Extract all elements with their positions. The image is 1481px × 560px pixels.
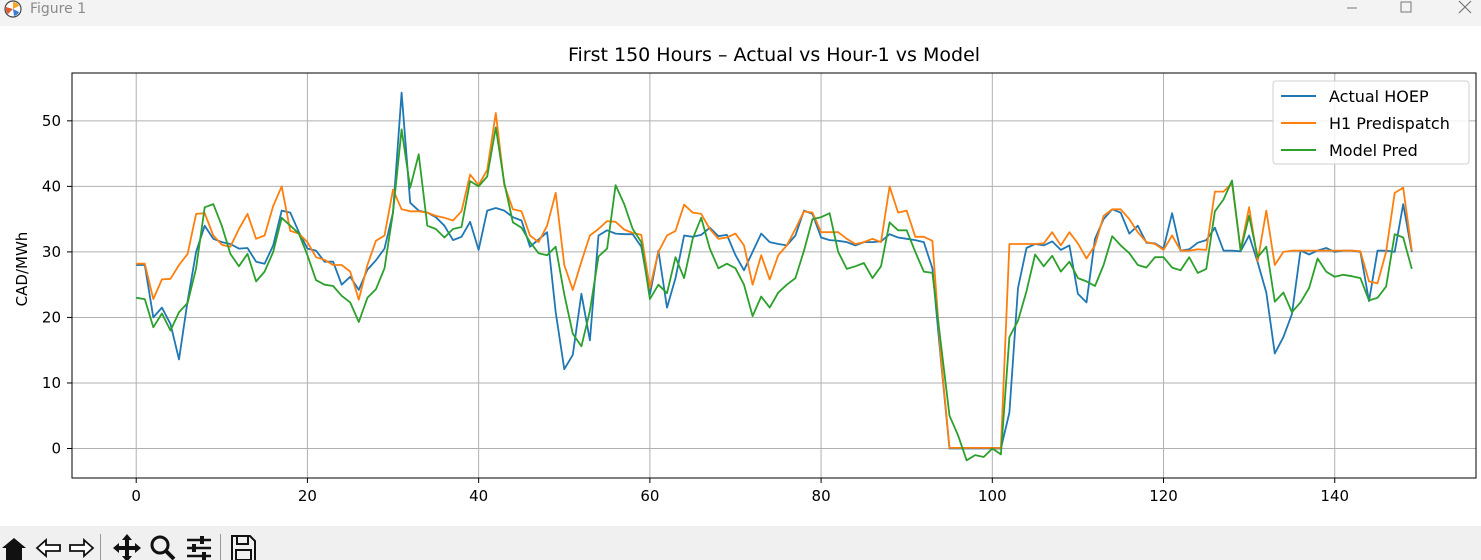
y-axis-label: CAD/MWh <box>13 232 31 307</box>
minimize-button[interactable] <box>1329 0 1375 18</box>
forward-icon[interactable] <box>66 532 96 560</box>
grid <box>72 73 1476 478</box>
window-title: Figure 1 <box>30 1 87 17</box>
save-icon[interactable] <box>228 532 258 560</box>
x-tick-label: 60 <box>640 487 659 505</box>
axes: 0 20 40 60 80 100 120 140 0 10 20 30 40 50 <box>42 72 1477 505</box>
x-tick-label: 80 <box>812 487 831 505</box>
maximize-button[interactable] <box>1383 0 1429 18</box>
legend-label: H1 Predispatch <box>1329 114 1450 133</box>
legend-label: Model Pred <box>1329 141 1418 160</box>
toolbar-separator <box>220 534 221 560</box>
series-lines <box>136 91 1413 462</box>
line-chart: First 150 Hours – Actual vs Hour-1 vs Mo… <box>13 44 1477 505</box>
y-tick-label: 0 <box>51 440 61 458</box>
navigation-toolbar <box>0 526 1481 560</box>
pan-icon[interactable] <box>112 532 142 560</box>
close-button[interactable] <box>1435 0 1481 18</box>
x-tick-label: 100 <box>978 487 1007 505</box>
y-tick-label: 10 <box>42 374 61 392</box>
close-icon <box>1458 0 1472 14</box>
y-tick-label: 30 <box>42 243 61 261</box>
chart-title: First 150 Hours – Actual vs Hour-1 vs Mo… <box>568 44 980 66</box>
toolbar-separator <box>100 534 101 560</box>
back-icon[interactable] <box>34 532 64 560</box>
x-tick-label: 140 <box>1320 487 1349 505</box>
legend: Actual HOEP H1 Predispatch Model Pred <box>1272 80 1470 165</box>
x-tick-label: 20 <box>298 487 317 505</box>
y-tick-label: 40 <box>42 177 61 195</box>
x-tick-label: 120 <box>1149 487 1178 505</box>
minimize-icon <box>1347 7 1357 9</box>
x-tick-label: 40 <box>469 487 488 505</box>
configure-icon[interactable] <box>184 532 214 560</box>
legend-box <box>1272 80 1470 165</box>
legend-label: Actual HOEP <box>1329 87 1429 106</box>
series-line-1 <box>136 112 1413 449</box>
series-line-0 <box>136 91 1413 450</box>
figure-canvas: First 150 Hours – Actual vs Hour-1 vs Mo… <box>0 26 1481 526</box>
maximize-icon <box>1400 1 1412 13</box>
series-line-2 <box>136 126 1413 462</box>
y-tick-label: 50 <box>42 112 61 130</box>
plot-frame <box>71 72 1477 479</box>
matplotlib-logo-icon <box>4 0 22 18</box>
zoom-icon[interactable] <box>148 532 178 560</box>
x-tick-label: 0 <box>131 487 141 505</box>
home-icon[interactable] <box>0 532 30 560</box>
window-titlebar: Figure 1 <box>0 0 1481 26</box>
y-tick-label: 20 <box>42 308 61 326</box>
